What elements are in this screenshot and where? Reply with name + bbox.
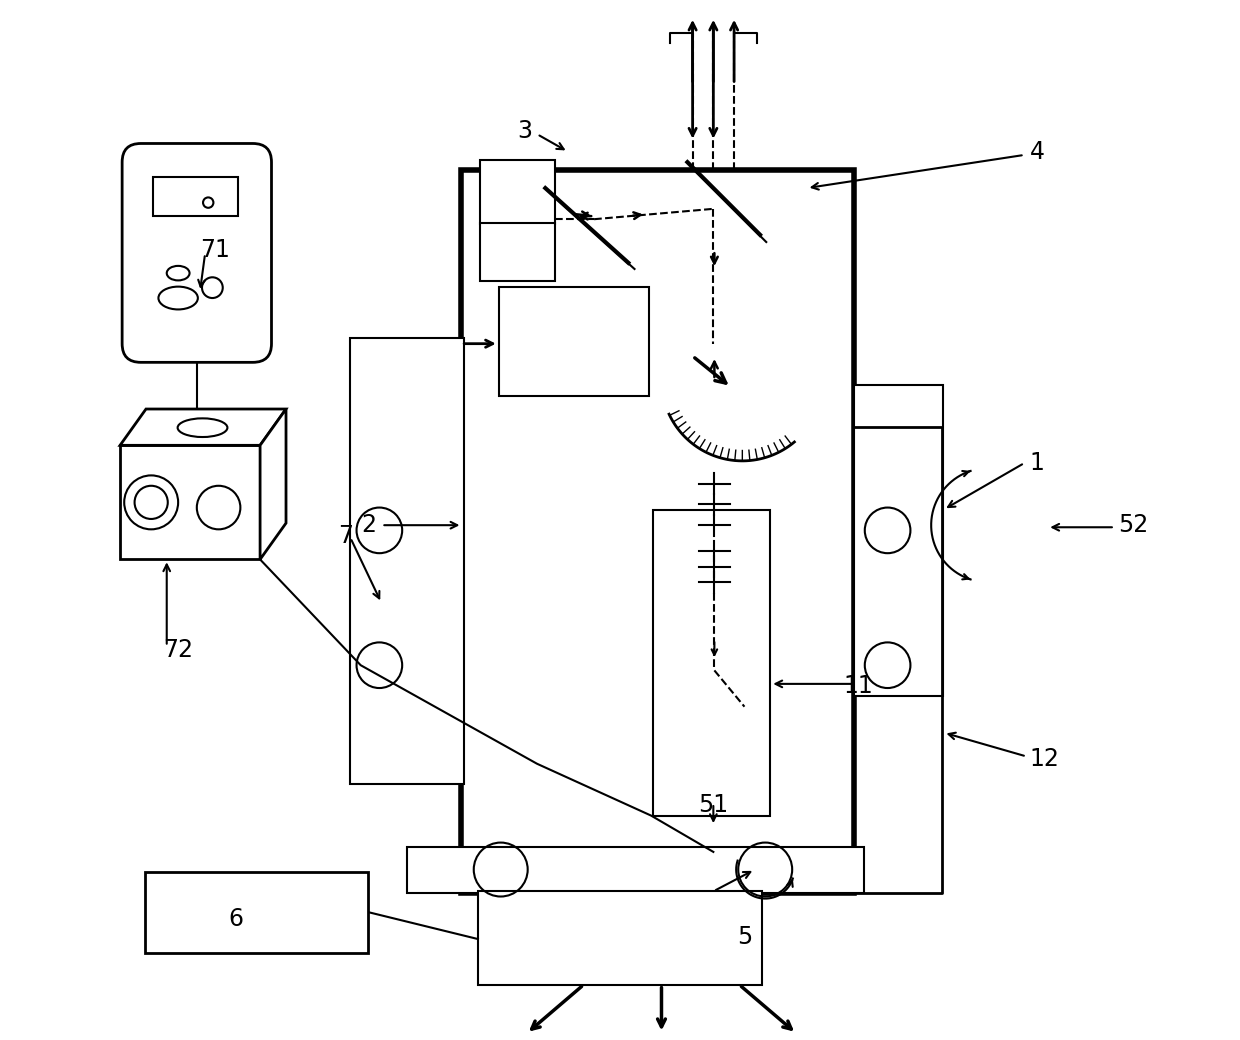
Text: 4: 4 <box>1029 139 1045 163</box>
Text: 52: 52 <box>1118 513 1148 538</box>
FancyBboxPatch shape <box>122 144 272 362</box>
Text: 7: 7 <box>337 523 352 547</box>
Bar <box>154 177 238 216</box>
Bar <box>461 171 854 893</box>
Bar <box>120 445 260 560</box>
Bar <box>480 160 554 225</box>
Bar <box>854 385 942 697</box>
Text: 12: 12 <box>1029 747 1059 771</box>
Bar <box>653 510 770 815</box>
Text: 2: 2 <box>361 513 376 538</box>
Text: 5: 5 <box>737 925 753 948</box>
Bar <box>408 847 864 893</box>
Text: 6: 6 <box>228 907 244 932</box>
Bar <box>480 224 554 282</box>
Text: 71: 71 <box>200 238 229 262</box>
Text: 51: 51 <box>698 794 728 817</box>
Text: 3: 3 <box>517 119 532 144</box>
Text: 11: 11 <box>843 674 873 698</box>
Bar <box>498 287 649 395</box>
Bar <box>145 872 368 953</box>
Polygon shape <box>120 409 286 445</box>
Bar <box>351 338 465 784</box>
Text: 72: 72 <box>164 638 193 661</box>
Polygon shape <box>260 409 286 560</box>
Text: 1: 1 <box>1029 451 1044 475</box>
Bar <box>477 891 763 985</box>
